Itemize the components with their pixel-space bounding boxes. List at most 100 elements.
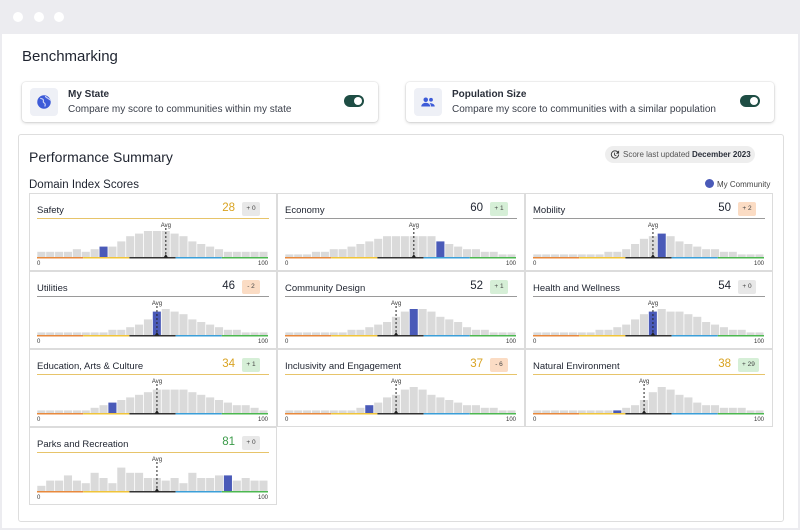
histogram-bar (206, 246, 215, 257)
domain-card[interactable]: Safety 28 + 0 Avg 0 100 (29, 193, 277, 271)
axis-segment (129, 257, 176, 259)
score-change-badge: + 0 (738, 280, 756, 294)
window-close-dot[interactable] (13, 12, 23, 22)
histogram-bar (400, 311, 409, 335)
histogram-bar (755, 410, 764, 413)
histogram-bar (436, 316, 445, 335)
average-label: Avg (152, 379, 162, 385)
histogram-bar (135, 472, 144, 491)
domain-card[interactable]: Utilities 46 - 2 Avg 0 100 (29, 271, 277, 349)
axis-segment (285, 257, 332, 259)
histogram-bar (320, 410, 329, 413)
people-icon (414, 88, 442, 116)
histogram-bar (223, 402, 232, 413)
histogram-bar (197, 478, 206, 491)
population-size-toggle[interactable] (740, 95, 760, 107)
histogram-bar (551, 254, 560, 257)
histogram-bar (454, 402, 463, 413)
axis-segment (717, 413, 764, 415)
axis-max-label: 100 (754, 417, 765, 423)
histogram-bar (710, 405, 720, 413)
histogram-bar (568, 410, 577, 413)
domain-card[interactable]: Natural Environment 38 + 29 Avg 0 100 (525, 349, 773, 427)
histogram-bar (356, 407, 365, 413)
axis-min-label: 0 (37, 339, 41, 345)
histogram-bar (126, 472, 135, 491)
histogram-bar (117, 400, 126, 413)
domain-card[interactable]: Inclusivity and Engagement 37 - 6 Avg 0 100 (277, 349, 525, 427)
histogram-bar (250, 251, 259, 257)
histogram-bar (374, 324, 383, 335)
histogram-bar (648, 392, 657, 413)
axis-segment (671, 413, 718, 415)
histogram-bar (542, 254, 551, 257)
histogram-bar (214, 475, 224, 491)
histogram-bar (143, 392, 152, 413)
axis-segment (423, 335, 470, 337)
histogram-bar (533, 410, 542, 413)
axis-segment (129, 335, 176, 337)
histogram-bar (702, 405, 711, 413)
window-minimize-dot[interactable] (34, 12, 44, 22)
domain-name: Community Design (285, 283, 366, 294)
histogram-bar (259, 480, 268, 491)
histogram-bar (409, 236, 418, 257)
histogram-bar (675, 311, 684, 335)
domain-card[interactable]: Community Design 52 + 1 Avg 0 100 (277, 271, 525, 349)
histogram-bar (719, 251, 728, 257)
histogram-bar (117, 241, 126, 257)
domain-histogram: Avg 0 100 (285, 223, 517, 267)
histogram-bar (72, 410, 81, 413)
average-marker (154, 410, 160, 414)
axis-max-label: 100 (754, 339, 765, 345)
histogram-bar (223, 251, 232, 257)
histogram-bar (577, 254, 586, 257)
histogram-bar (427, 394, 436, 413)
histogram-bar (338, 410, 347, 413)
average-marker (154, 488, 160, 492)
domain-card[interactable]: Health and Wellness 54 + 0 Avg 0 100 (525, 271, 773, 349)
histogram-bar (81, 332, 90, 335)
score-change-badge: + 29 (738, 358, 759, 372)
axis-segment (579, 335, 626, 337)
histogram-bar (55, 332, 64, 335)
window-maximize-dot[interactable] (54, 12, 64, 22)
histogram-bar (250, 480, 259, 491)
domain-histogram: Avg 0 100 (533, 223, 765, 267)
histogram-bar (551, 332, 560, 335)
domain-card[interactable]: Mobility 50 + 2 Avg 0 100 (525, 193, 773, 271)
histogram-bar (303, 332, 312, 335)
histogram-bar (533, 332, 542, 335)
histogram-bar (675, 241, 684, 257)
histogram-bar (622, 324, 631, 335)
domain-card[interactable]: Economy 60 + 1 Avg 0 100 (277, 193, 525, 271)
axis-segment (175, 491, 222, 493)
domain-name: Health and Wellness (533, 283, 620, 294)
axis-max-label: 100 (258, 495, 269, 501)
histogram-bar (99, 332, 108, 335)
histogram-bar (409, 387, 418, 413)
histogram-bar (46, 332, 55, 335)
domain-card[interactable]: Education, Arts & Culture 34 + 1 Avg 0 100 (29, 349, 277, 427)
score-change-badge: - 6 (490, 358, 508, 372)
histogram-bar (418, 389, 427, 413)
histogram-bar (63, 475, 73, 491)
histogram-bar (63, 251, 73, 257)
score-change-badge: + 0 (242, 436, 260, 450)
histogram-bar (498, 410, 507, 413)
my-state-toggle[interactable] (344, 95, 364, 107)
histogram-bar (320, 251, 329, 257)
histogram-bar (126, 236, 135, 257)
domain-card[interactable]: Parks and Recreation 81 + 0 Avg 0 100 (29, 427, 277, 505)
histogram-bar (63, 332, 73, 335)
histogram-bar (250, 332, 259, 335)
histogram-bar (445, 244, 454, 257)
histogram-bar (214, 249, 224, 257)
axis-segment (377, 335, 424, 337)
axis-segment (83, 257, 130, 259)
average-label: Avg (409, 223, 419, 229)
average-marker (650, 254, 656, 258)
score-change-badge: + 1 (242, 358, 260, 372)
score-change-badge: - 2 (242, 280, 260, 294)
histogram-bar (648, 236, 657, 257)
